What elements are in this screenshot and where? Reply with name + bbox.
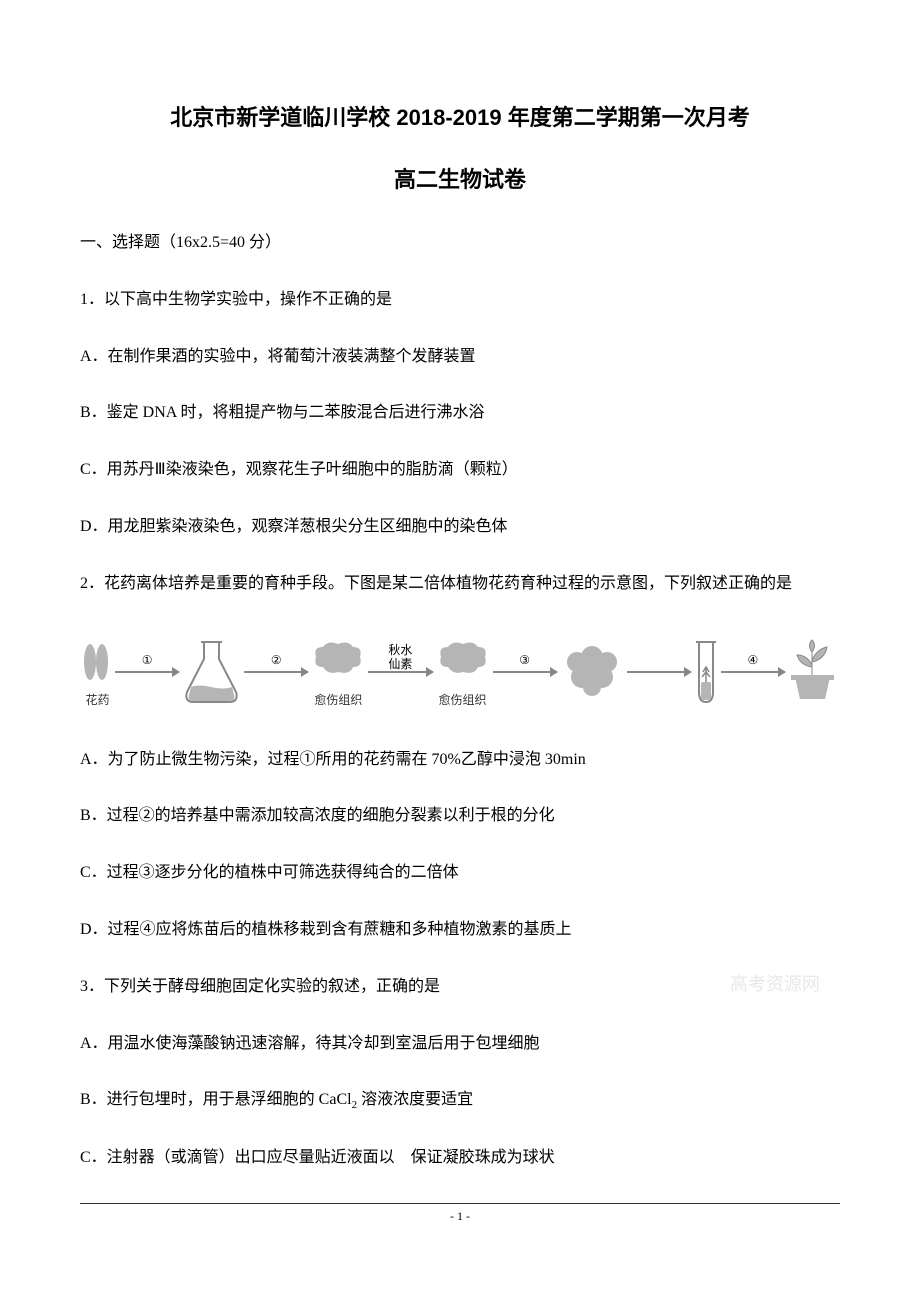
callus-icon-1	[308, 637, 368, 687]
arrow-mid-label-line1: 秋水	[388, 643, 412, 657]
diagram-anther: 花药	[80, 637, 115, 708]
q3-option-c: C．注射器（或滴管）出口应尽量贴近液面以 保证凝胶珠成为球状	[80, 1144, 840, 1173]
tube-icon	[691, 637, 721, 707]
q2-option-a: A．为了防止微生物污染，过程①所用的花药需在 70%乙醇中浸泡 30min	[80, 746, 840, 775]
q2-option-c: C．过程③逐步分化的植株中可筛选获得纯合的二倍体	[80, 859, 840, 888]
q1-option-b: B．鉴定 DNA 时，将粗提产物与二苯胺混合后进行沸水浴	[80, 399, 840, 428]
q3-b-pre: B．进行包埋时，用于悬浮细胞的 CaCl	[80, 1091, 352, 1108]
arrow-1: ①	[115, 671, 179, 673]
arrow-4-label: ④	[748, 653, 759, 668]
diagram-callus-1: 愈伤组织	[308, 637, 368, 708]
q1-option-c: C．用苏丹Ⅲ染液染色，观察花生子叶细胞中的脂肪滴（颗粒）	[80, 456, 840, 485]
arrow-mid-label: 秋水 仙素	[388, 643, 412, 672]
arrow-mid: 秋水 仙素	[368, 671, 432, 673]
callus-icon-2	[433, 637, 493, 687]
arrow-mid-label-line2: 仙素	[388, 657, 412, 671]
diagram-callus-2: 愈伤组织	[433, 637, 493, 708]
diagram-flask	[179, 637, 244, 707]
q2-option-b: B．过程②的培养基中需添加较高浓度的细胞分裂素以利于根的分化	[80, 802, 840, 831]
watermark: 高考资源网	[730, 970, 820, 996]
arrow-1-label: ①	[142, 653, 153, 668]
arrow-2: ②	[244, 671, 308, 673]
q1-option-d: D．用龙胆紫染液染色，观察洋葱根尖分生区细胞中的染色体	[80, 513, 840, 542]
exam-title-main: 北京市新学道临川学校 2018-2019 年度第二学期第一次月考	[80, 100, 840, 132]
anther-label: 花药	[85, 691, 109, 708]
section-header: 一、选择题（16x2.5=40 分）	[80, 229, 840, 258]
page-number: - 1 -	[80, 1203, 840, 1224]
q2-diagram: 花药 ① ② 愈伤组织 秋水 仙素	[80, 627, 840, 718]
arrow-4: ④	[721, 671, 785, 673]
q1-option-a: A．在制作果酒的实验中，将葡萄汁液装满整个发酵装置	[80, 343, 840, 372]
plant-icon	[785, 637, 840, 707]
anther-icon	[80, 637, 115, 687]
callus-2-label: 愈伤组织	[439, 691, 487, 708]
q2-stem: 2．花药离体培养是重要的育种手段。下图是某二倍体植物花药育种过程的示意图，下列叙…	[80, 570, 840, 599]
diagram-plant	[785, 637, 840, 707]
exam-title-sub: 高二生物试卷	[80, 162, 840, 194]
q1-stem: 1．以下高中生物学实验中，操作不正确的是	[80, 286, 840, 315]
cluster-icon	[557, 642, 627, 702]
diagram-cluster	[557, 642, 627, 702]
arrow-3: ③	[493, 671, 557, 673]
arrow-to-tube	[627, 671, 691, 673]
q2-option-d: D．过程④应将炼苗后的植株移栽到含有蔗糖和多种植物激素的基质上	[80, 916, 840, 945]
arrow-2-label: ②	[271, 653, 282, 668]
callus-1-label: 愈伤组织	[314, 691, 362, 708]
q3-option-b: B．进行包埋时，用于悬浮细胞的 CaCl2 溶液浓度要适宜	[80, 1086, 840, 1116]
arrow-3-label: ③	[519, 653, 530, 668]
flask-icon	[179, 637, 244, 707]
q3-option-a: A．用温水使海藻酸钠迅速溶解，待其冷却到室温后用于包埋细胞	[80, 1030, 840, 1059]
diagram-tube	[691, 637, 721, 707]
q3-b-post: 溶液浓度要适宜	[357, 1091, 473, 1108]
q3-stem: 3．下列关于酵母细胞固定化实验的叙述，正确的是	[80, 973, 840, 1002]
